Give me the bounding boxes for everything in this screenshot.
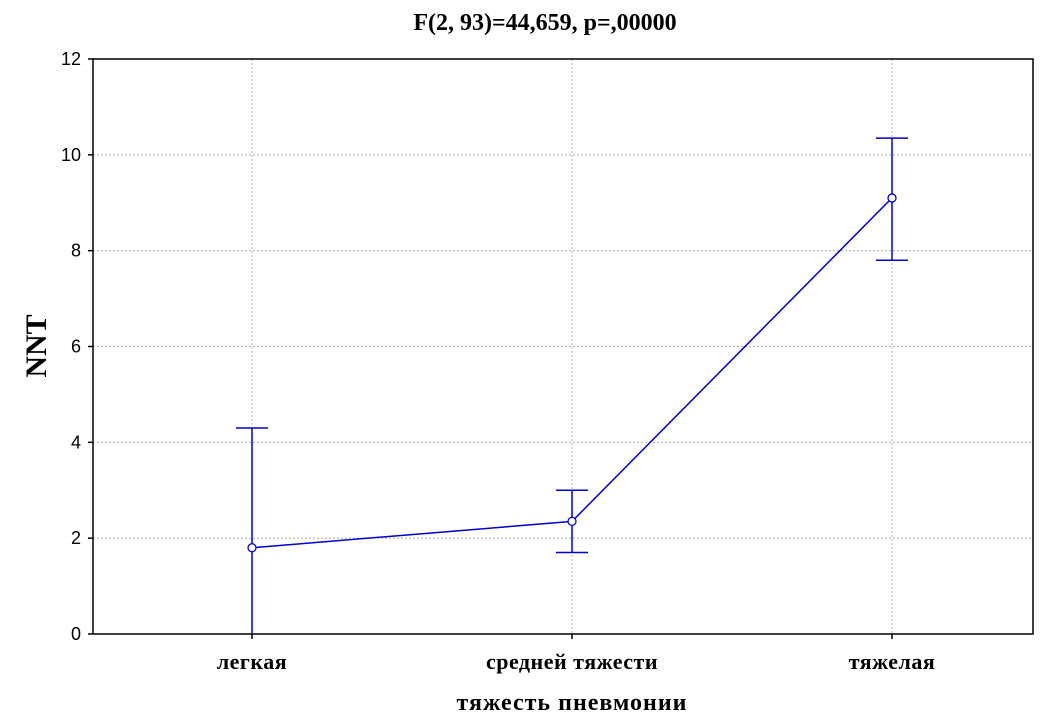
x-axis-label: тяжесть пневмонии bbox=[457, 690, 688, 716]
x-tick-label: средней тяжести bbox=[486, 649, 658, 674]
y-tick-label: 4 bbox=[71, 432, 81, 452]
data-points bbox=[247, 193, 897, 553]
y-ticks: 0 2 4 6 8 10 12 bbox=[61, 49, 93, 644]
y-tick-label: 10 bbox=[61, 145, 81, 165]
y-tick-label: 0 bbox=[71, 624, 81, 644]
chart-title: F(2, 93)=44,659, p=,00000 bbox=[413, 10, 676, 36]
y-axis-label: NNT bbox=[20, 314, 53, 377]
x-tick-label: тяжелая bbox=[849, 649, 936, 674]
y-tick-label: 8 bbox=[71, 241, 81, 261]
y-tick-label: 6 bbox=[71, 337, 81, 357]
data-point bbox=[247, 543, 257, 553]
data-point bbox=[567, 516, 577, 527]
y-tick-label: 12 bbox=[61, 49, 81, 69]
x-ticks: легкая средней тяжести тяжелая bbox=[217, 634, 935, 674]
grid bbox=[93, 59, 1033, 634]
data-point bbox=[887, 193, 897, 203]
x-tick-label: легкая bbox=[217, 649, 287, 674]
y-tick-label: 2 bbox=[71, 528, 81, 548]
